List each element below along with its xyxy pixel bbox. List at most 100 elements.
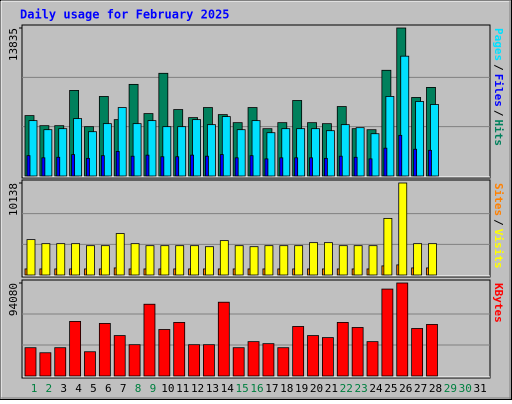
bar (249, 155, 254, 177)
bar (58, 128, 68, 177)
bar (100, 245, 110, 276)
bar (175, 245, 185, 276)
bar (132, 123, 142, 177)
bar (249, 246, 259, 276)
bar (190, 154, 194, 177)
bar (56, 156, 61, 177)
legend-entry: Hits (492, 120, 505, 147)
x-tick-label: 3 (60, 382, 67, 395)
bar (323, 157, 328, 177)
bar (234, 157, 239, 177)
legend: Pages / Files / Hits (492, 28, 505, 146)
bar (381, 288, 394, 377)
bar (160, 245, 170, 276)
bar (264, 245, 274, 276)
x-tick-label: 11 (176, 382, 189, 395)
bar (279, 245, 289, 276)
bar (370, 133, 380, 177)
bar (368, 245, 378, 276)
bar (262, 343, 275, 377)
bar (162, 126, 172, 177)
bar (266, 132, 276, 177)
bar (69, 321, 82, 377)
bar (411, 328, 424, 377)
bar (115, 150, 120, 177)
bar (292, 326, 305, 377)
x-tick-label: 13 (206, 382, 219, 395)
bar (353, 156, 358, 177)
legend-separator: / (492, 64, 505, 71)
bar (205, 246, 214, 276)
bar (86, 157, 90, 177)
x-tick-label: 19 (295, 382, 308, 395)
bar (26, 155, 31, 177)
x-tick-label: 24 (369, 382, 383, 395)
x-tick-label: 8 (135, 382, 142, 395)
x-tick-label: 1 (31, 382, 38, 395)
bar (383, 147, 388, 177)
bar (281, 128, 291, 177)
bar (73, 118, 83, 177)
legend-separator: / (492, 219, 505, 226)
bar (338, 155, 343, 177)
bar (147, 120, 157, 177)
legend: KBytes (492, 283, 505, 323)
bar (203, 344, 215, 377)
bar (428, 149, 432, 177)
bar (383, 217, 393, 276)
bar (98, 323, 111, 377)
bar (219, 154, 224, 177)
bar (340, 124, 350, 177)
bar (102, 123, 112, 177)
x-tick-label: 7 (120, 382, 127, 395)
bar (143, 303, 156, 377)
bar (413, 148, 418, 177)
bar (130, 243, 140, 276)
bar (188, 344, 200, 377)
legend-entry: Files (492, 74, 505, 107)
bar (128, 344, 141, 377)
bar (130, 155, 135, 177)
bar (86, 245, 95, 276)
x-tick-label: 10 (161, 382, 174, 395)
bar (294, 157, 299, 177)
x-tick-label: 18 (280, 382, 293, 395)
bar (368, 158, 373, 177)
legend: Sites / Visits (492, 183, 505, 269)
x-tick-label: 29 (444, 382, 457, 395)
bar (277, 347, 290, 377)
bar (311, 128, 320, 177)
bar (192, 119, 201, 177)
x-tick-label: 21 (325, 382, 338, 395)
x-tick-label: 31 (473, 382, 486, 395)
bar (177, 126, 187, 177)
bar (39, 352, 52, 377)
bar (88, 131, 97, 177)
bar (41, 157, 46, 177)
bar (338, 245, 348, 276)
bar (232, 347, 245, 377)
x-tick-label: 30 (459, 382, 472, 395)
legend-entry: KBytes (492, 283, 505, 323)
bar (355, 127, 365, 177)
bar (294, 245, 304, 276)
bar (115, 233, 125, 276)
bar (415, 101, 425, 177)
bar (398, 134, 403, 177)
bar (396, 282, 409, 377)
bar (264, 158, 269, 177)
x-tick-label: 23 (355, 382, 368, 395)
x-tick-label: 6 (105, 382, 112, 395)
bar (385, 96, 395, 177)
bar (145, 154, 150, 177)
bar (309, 242, 318, 276)
x-tick-label: 16 (250, 382, 263, 395)
bar (234, 245, 244, 276)
x-tick-label: 9 (150, 382, 157, 395)
legend-entry: Pages (492, 28, 505, 61)
bar (100, 155, 105, 177)
bar (236, 129, 246, 177)
y-tick-label: 94080 (7, 283, 20, 316)
bar (207, 124, 216, 177)
x-tick-label: 22 (340, 382, 353, 395)
